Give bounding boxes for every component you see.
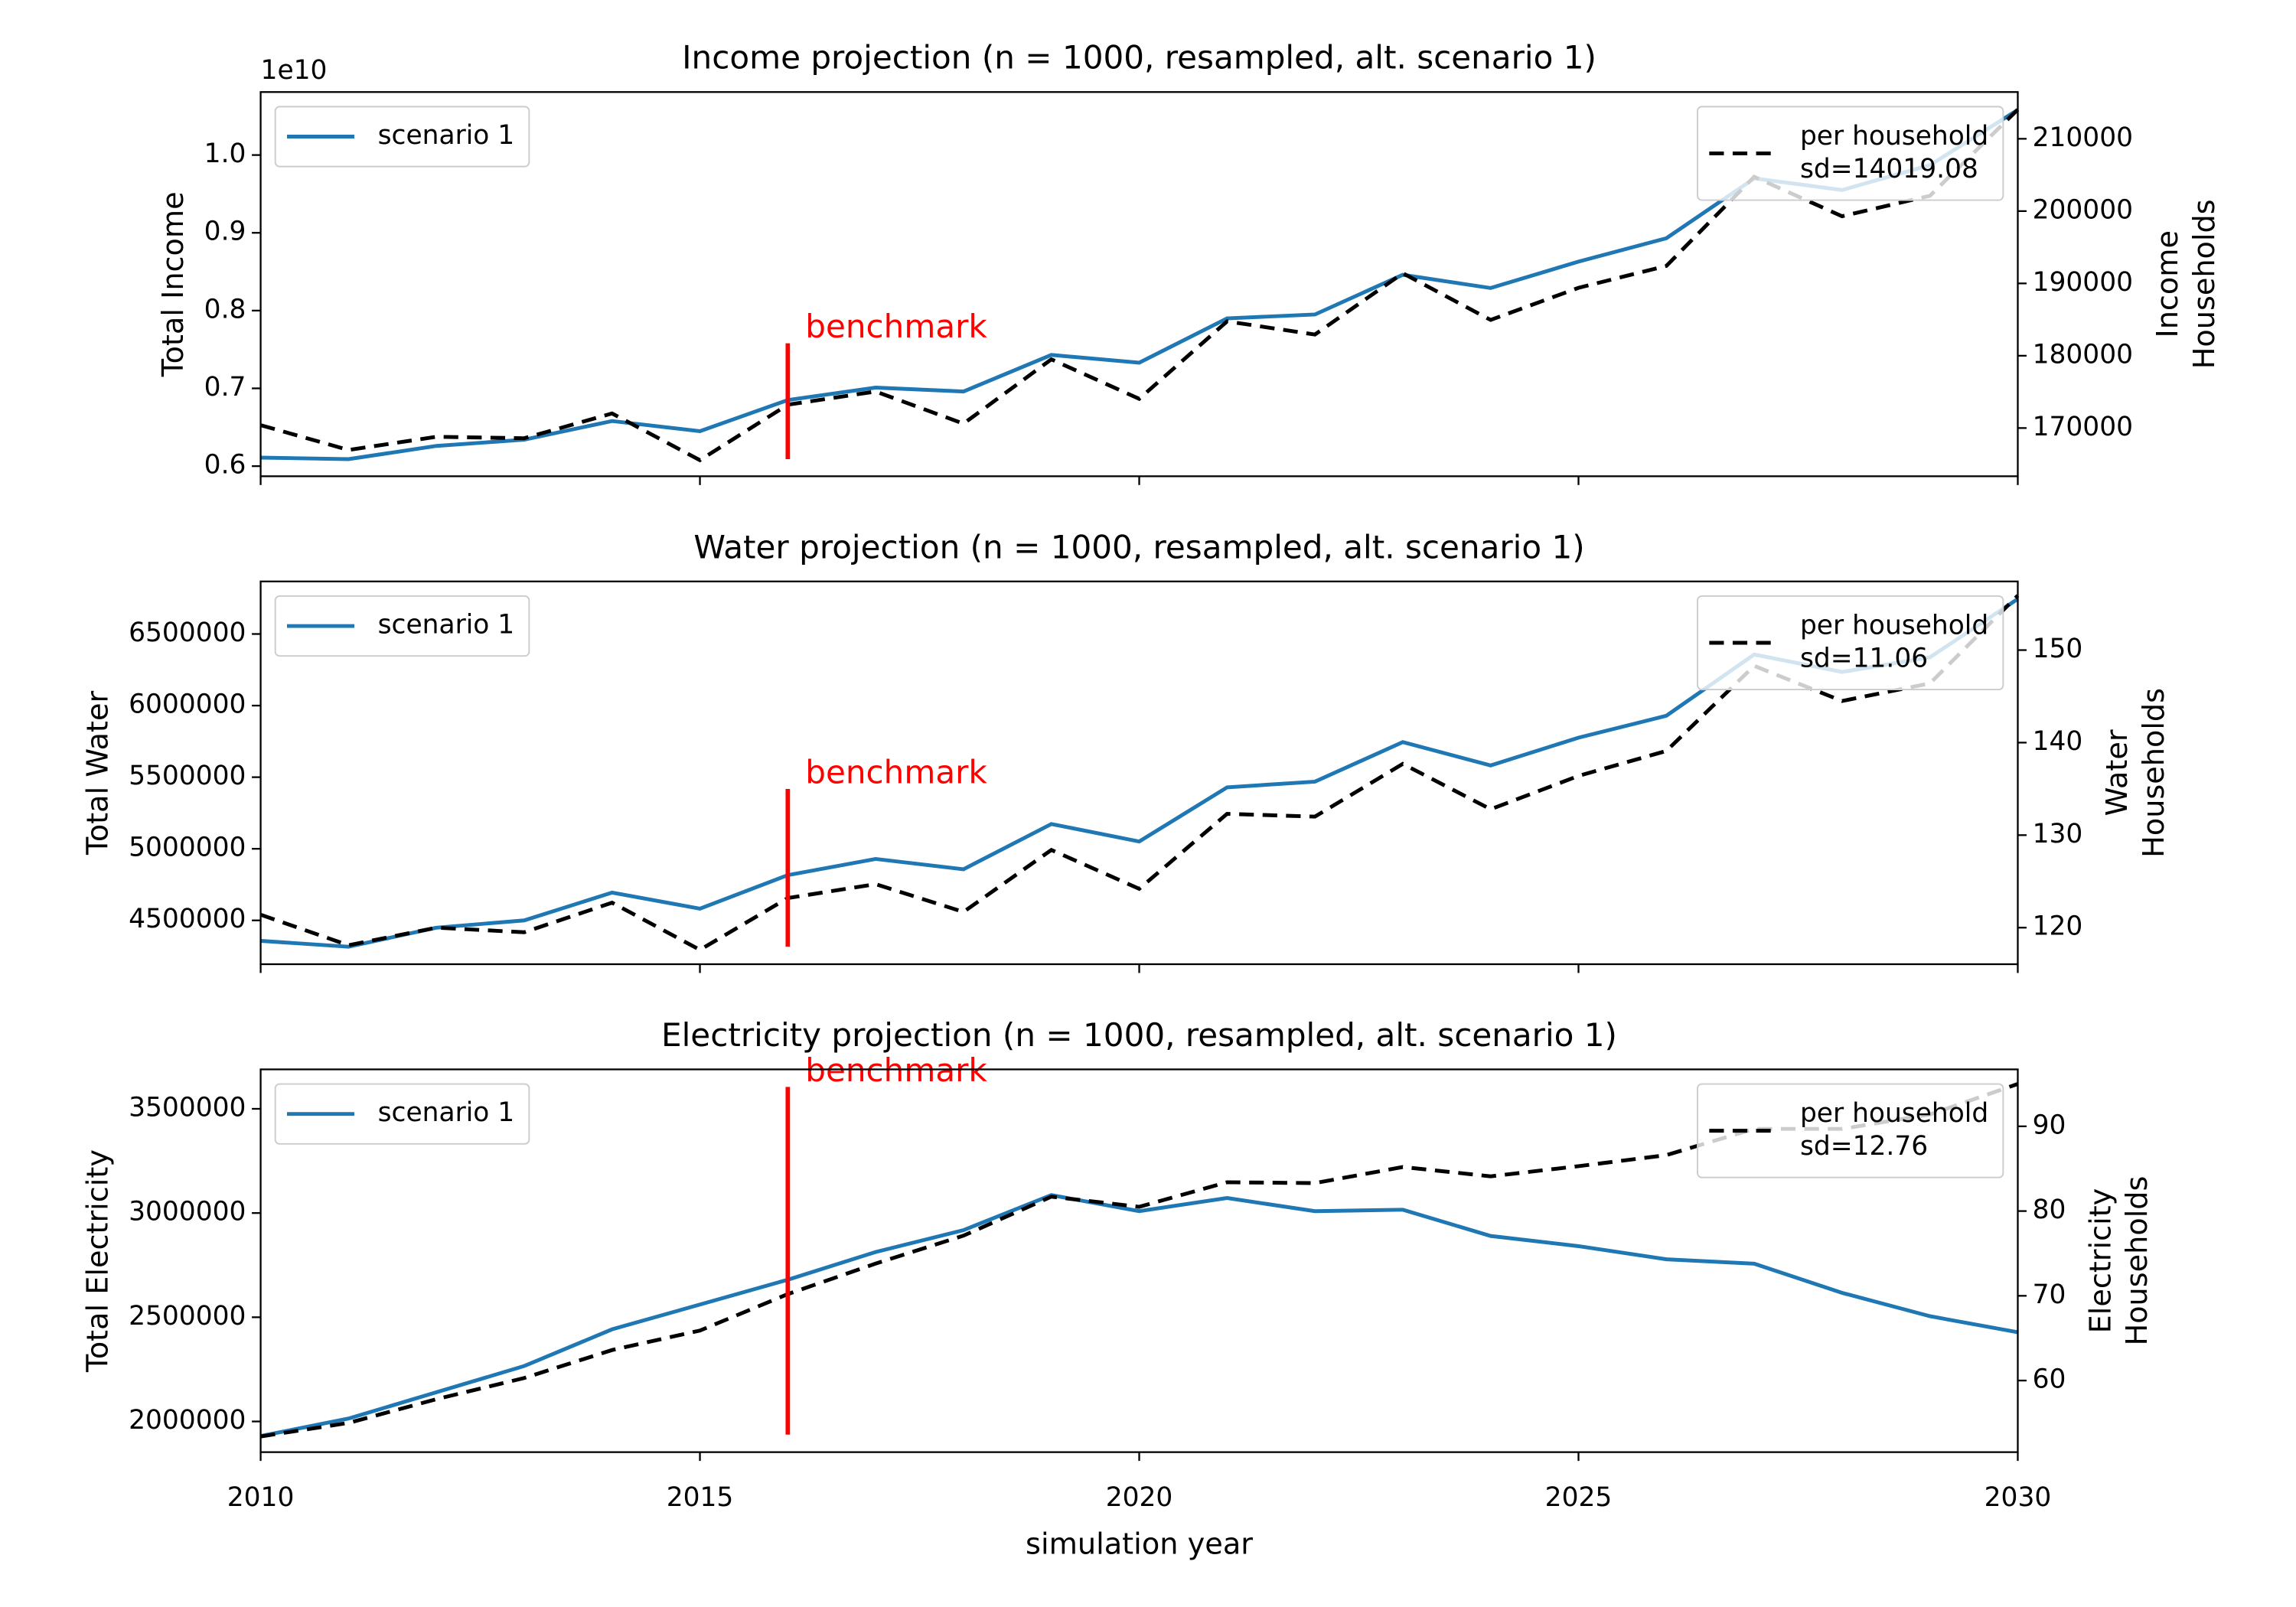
series-line xyxy=(259,594,2020,953)
y-tick-label: 3500000 xyxy=(129,1093,246,1123)
subplot: Income projection (n = 1000, resampled, … xyxy=(157,39,2221,485)
y-tick-label: 5500000 xyxy=(129,761,246,791)
y2-tick-label: 80 xyxy=(2033,1195,2066,1225)
y2-tick-label: 90 xyxy=(2033,1110,2066,1140)
legend-box xyxy=(1697,595,2004,691)
y-tick-label: 2000000 xyxy=(129,1405,246,1436)
legend: per household sd=12.76 xyxy=(1697,1083,2004,1178)
legend: scenario 1 xyxy=(274,1083,530,1145)
y-tick-label: 5000000 xyxy=(129,833,246,863)
y-tick-label: 0.7 xyxy=(204,372,246,403)
x-axis-label: simulation year xyxy=(1026,1527,1253,1561)
series-line xyxy=(260,1193,2018,1439)
x-tick-label: 2010 xyxy=(227,1482,295,1513)
axes-frame xyxy=(259,580,2019,966)
benchmark-label: benchmark xyxy=(805,753,987,790)
y-tick-label: 0.9 xyxy=(204,217,246,247)
y2-tick-label: 210000 xyxy=(2033,122,2133,153)
legend-label: per household sd=14019.08 xyxy=(1800,121,1988,184)
subplot: Electricity projection (n = 1000, resamp… xyxy=(81,1016,2154,1561)
y2-tick-label: 180000 xyxy=(2033,339,2133,370)
y2-tick-label: 60 xyxy=(2033,1364,2066,1395)
legend: per household sd=14019.08 xyxy=(1697,106,2004,201)
x-tick-label: 2025 xyxy=(1545,1482,1613,1513)
y2-axis-label: Income Households xyxy=(2151,199,2221,369)
y-tick-label: 0.6 xyxy=(204,450,246,481)
legend-label: per household sd=11.06 xyxy=(1800,610,1988,673)
y-axis-label: Total Electricity xyxy=(81,1149,115,1373)
y-tick-label: 0.8 xyxy=(204,294,246,324)
subplot-title: Income projection (n = 1000, resampled, … xyxy=(682,39,1596,77)
y2-tick-label: 170000 xyxy=(2033,412,2133,442)
subplot-title: Water projection (n = 1000, resampled, a… xyxy=(693,528,1584,566)
legend-box xyxy=(274,1083,530,1145)
y2-tick-label: 70 xyxy=(2033,1279,2066,1310)
legend-box xyxy=(274,595,530,657)
legend-label: per household sd=12.76 xyxy=(1800,1098,1988,1162)
x-tick-label: 2030 xyxy=(1985,1482,2052,1513)
series-line xyxy=(259,108,2020,463)
axes-frame xyxy=(259,91,2019,478)
y2-tick-label: 120 xyxy=(2033,911,2083,942)
y2-tick-label: 150 xyxy=(2033,634,2083,664)
benchmark-label: benchmark xyxy=(805,308,987,345)
legend: scenario 1 xyxy=(274,106,530,168)
y-tick-label: 6500000 xyxy=(129,618,246,648)
legend-label: scenario 1 xyxy=(378,120,515,151)
y-tick-label: 2500000 xyxy=(129,1301,246,1332)
legend-box xyxy=(274,106,530,168)
x-tick-label: 2015 xyxy=(667,1482,734,1513)
y2-tick-label: 130 xyxy=(2033,819,2083,849)
y2-tick-label: 200000 xyxy=(2033,194,2133,225)
legend-label: scenario 1 xyxy=(378,1097,515,1128)
y2-tick-label: 190000 xyxy=(2033,267,2133,298)
y2-axis-label: Water Households xyxy=(2101,688,2171,858)
y-axis-label: Total Income xyxy=(157,191,191,377)
y-tick-label: 6000000 xyxy=(129,689,246,720)
y-tick-label: 1.0 xyxy=(204,139,246,169)
y-offset-label: 1e10 xyxy=(261,55,328,86)
y-axis-label: Total Water xyxy=(81,691,115,856)
y-tick-label: 4500000 xyxy=(129,904,246,934)
y-tick-label: 3000000 xyxy=(129,1197,246,1227)
y2-axis-label: Electricity Households xyxy=(2084,1176,2154,1346)
legend: scenario 1 xyxy=(274,595,530,657)
legend-box xyxy=(1697,106,2004,201)
axes-frame xyxy=(259,1068,2019,1453)
legend: per household sd=11.06 xyxy=(1697,595,2004,691)
legend-label: scenario 1 xyxy=(378,610,515,641)
y2-tick-label: 140 xyxy=(2033,726,2083,757)
subplot-title: Electricity projection (n = 1000, resamp… xyxy=(661,1016,1617,1054)
x-tick-label: 2020 xyxy=(1106,1482,1173,1513)
subplot: Water projection (n = 1000, resampled, a… xyxy=(81,528,2171,973)
legend-box xyxy=(1697,1083,2004,1178)
